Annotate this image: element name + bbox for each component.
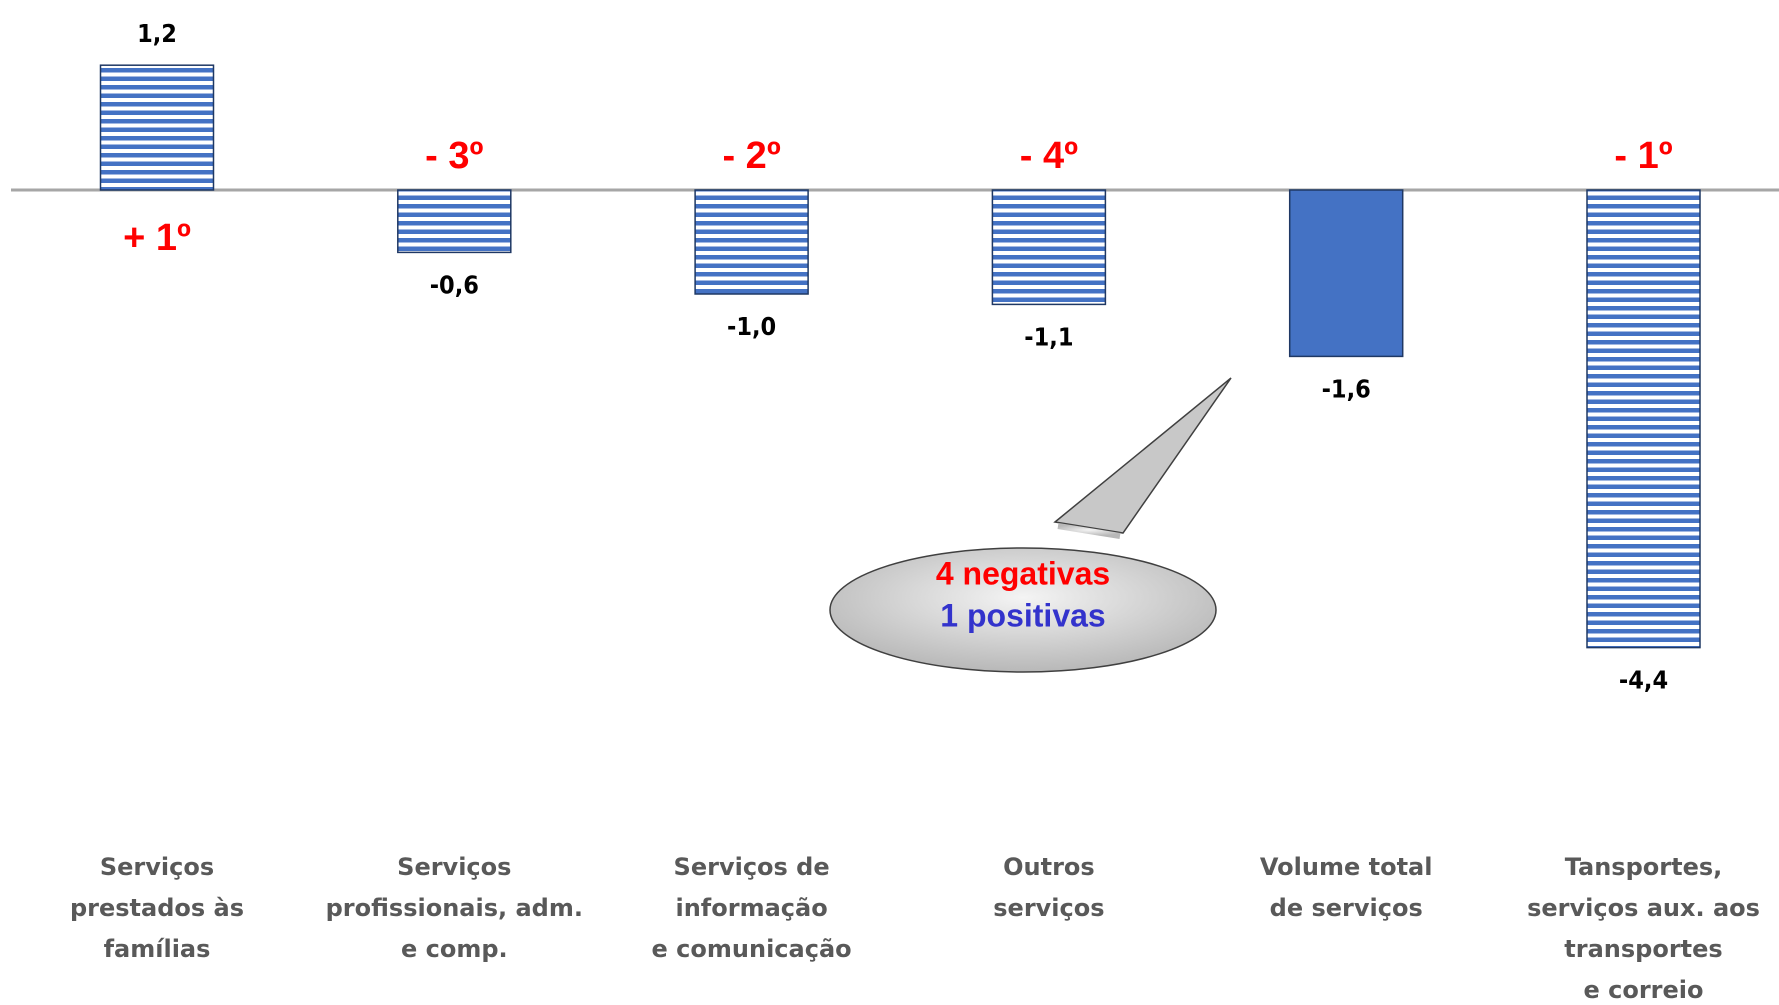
bar: [99, 64, 215, 191]
x-tick-label: famílias: [104, 935, 211, 963]
callout-join: [1057, 523, 1121, 539]
value-label: -4,4: [1619, 666, 1668, 695]
x-tick-label: profissionais, adm.: [326, 894, 583, 922]
annotation: 1 positivas: [940, 597, 1105, 633]
value-label: -1,0: [727, 312, 776, 341]
bar: [1586, 189, 1701, 649]
x-tick-label: Serviços: [100, 853, 214, 881]
value-label: -1,6: [1322, 374, 1371, 403]
x-tick-label: transportes: [1564, 935, 1722, 963]
bar: [1288, 189, 1404, 358]
callout-bubble: [829, 547, 1217, 673]
x-tick-label: informação: [675, 894, 827, 922]
rank-label: - 3º: [425, 135, 483, 177]
x-tick-label: Volume total: [1260, 853, 1433, 881]
annotation: 4 negativas: [936, 555, 1110, 591]
rank-label: - 4º: [1020, 135, 1078, 177]
value-label: -0,6: [430, 270, 479, 299]
x-tick-label: serviços aux. aos: [1527, 894, 1760, 922]
bar: [397, 189, 512, 254]
rank-label: + 1º: [123, 217, 191, 259]
x-tick-label: prestados às: [70, 894, 244, 922]
value-label: 1,2: [137, 19, 177, 48]
x-tick-label: e correio: [1583, 976, 1703, 1004]
x-tick-label: e comp.: [401, 935, 508, 963]
x-tick-label: Serviços: [397, 853, 511, 881]
callout: [829, 377, 1232, 673]
x-tick-label: de serviços: [1270, 894, 1423, 922]
bar: [694, 189, 809, 295]
rank-label: - 1º: [1614, 135, 1672, 177]
rank-label: - 2º: [722, 135, 780, 177]
value-label: -1,1: [1024, 322, 1073, 351]
x-tick-label: Tansportes,: [1565, 853, 1723, 881]
x-tick-label: Serviços de: [674, 853, 830, 881]
callout-pointer: [1053, 377, 1232, 534]
x-tick-label: serviços: [993, 894, 1104, 922]
x-tick-label: Outros: [1003, 853, 1095, 881]
bar: [991, 189, 1107, 306]
x-tick-label: e comunicação: [652, 935, 852, 963]
